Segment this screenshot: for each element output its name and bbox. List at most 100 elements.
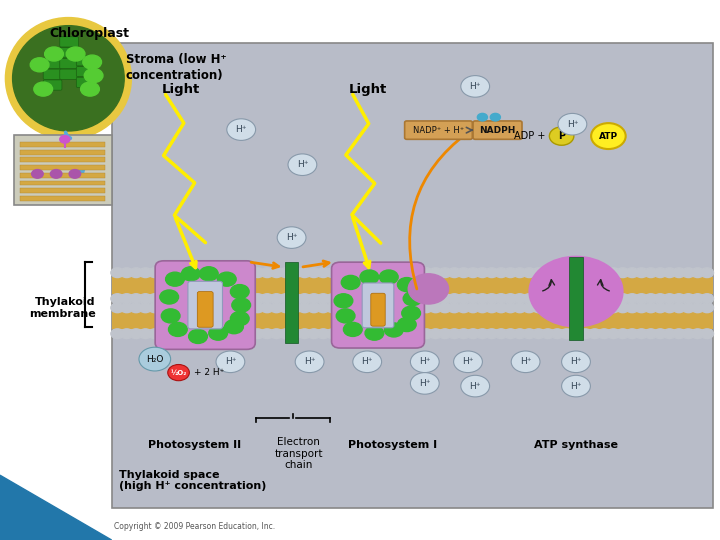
Circle shape	[81, 82, 99, 96]
Circle shape	[161, 309, 180, 323]
Circle shape	[186, 268, 199, 278]
Circle shape	[663, 329, 676, 339]
Circle shape	[111, 268, 124, 278]
Circle shape	[261, 303, 274, 313]
Circle shape	[682, 303, 695, 313]
Circle shape	[158, 268, 171, 278]
FancyBboxPatch shape	[76, 66, 95, 77]
Circle shape	[148, 294, 161, 303]
Circle shape	[289, 294, 302, 303]
Circle shape	[148, 268, 161, 278]
Circle shape	[476, 329, 489, 339]
Bar	[20, 142, 105, 147]
Circle shape	[672, 303, 685, 313]
FancyBboxPatch shape	[76, 56, 95, 66]
Circle shape	[588, 294, 601, 303]
Circle shape	[242, 329, 255, 339]
Circle shape	[251, 329, 264, 339]
Circle shape	[120, 329, 133, 339]
Circle shape	[560, 268, 573, 278]
Circle shape	[467, 268, 480, 278]
FancyBboxPatch shape	[43, 80, 62, 90]
Circle shape	[139, 294, 152, 303]
Circle shape	[504, 294, 517, 303]
Circle shape	[523, 303, 536, 313]
Bar	[20, 180, 105, 185]
Circle shape	[34, 82, 53, 96]
Circle shape	[397, 318, 416, 332]
Circle shape	[158, 303, 171, 313]
Text: Light: Light	[349, 83, 387, 96]
Circle shape	[485, 329, 498, 339]
Circle shape	[195, 294, 208, 303]
Circle shape	[336, 303, 348, 313]
Circle shape	[691, 268, 704, 278]
Circle shape	[616, 268, 629, 278]
Circle shape	[635, 303, 648, 313]
Circle shape	[626, 329, 639, 339]
Circle shape	[598, 303, 611, 313]
Circle shape	[230, 312, 249, 326]
Circle shape	[598, 329, 611, 339]
Circle shape	[334, 294, 353, 308]
Circle shape	[204, 294, 217, 303]
Circle shape	[598, 294, 611, 303]
Circle shape	[504, 329, 517, 339]
Circle shape	[345, 268, 358, 278]
Circle shape	[261, 268, 274, 278]
Circle shape	[360, 270, 379, 284]
Circle shape	[45, 47, 63, 61]
FancyBboxPatch shape	[331, 262, 425, 348]
Circle shape	[176, 294, 189, 303]
Circle shape	[616, 329, 629, 339]
Circle shape	[401, 294, 414, 303]
Circle shape	[457, 268, 470, 278]
Circle shape	[298, 268, 311, 278]
Circle shape	[317, 329, 330, 339]
Circle shape	[541, 329, 554, 339]
Circle shape	[384, 323, 403, 337]
Text: H⁺: H⁺	[304, 357, 315, 366]
Circle shape	[364, 303, 377, 313]
Circle shape	[672, 268, 685, 278]
Circle shape	[251, 294, 264, 303]
Circle shape	[691, 303, 704, 313]
Circle shape	[223, 303, 236, 313]
Circle shape	[467, 329, 480, 339]
Circle shape	[233, 294, 246, 303]
Circle shape	[84, 69, 103, 83]
Text: H⁺: H⁺	[567, 120, 578, 129]
Circle shape	[476, 294, 489, 303]
Text: ATP: ATP	[599, 132, 618, 140]
Text: ADP +: ADP +	[513, 131, 545, 141]
Circle shape	[490, 113, 500, 121]
Circle shape	[401, 268, 414, 278]
Text: Thylakoid
membrane: Thylakoid membrane	[29, 297, 96, 319]
Circle shape	[176, 329, 189, 339]
Circle shape	[607, 329, 620, 339]
Circle shape	[495, 303, 508, 313]
Circle shape	[429, 268, 442, 278]
FancyBboxPatch shape	[43, 69, 62, 79]
Circle shape	[701, 268, 714, 278]
Circle shape	[523, 329, 536, 339]
Circle shape	[644, 303, 657, 313]
Circle shape	[588, 268, 601, 278]
Circle shape	[233, 268, 246, 278]
Circle shape	[289, 329, 302, 339]
Circle shape	[233, 303, 246, 313]
Circle shape	[288, 154, 317, 176]
Circle shape	[279, 329, 292, 339]
Circle shape	[579, 294, 592, 303]
Circle shape	[420, 268, 433, 278]
Circle shape	[495, 329, 508, 339]
Circle shape	[317, 303, 330, 313]
Circle shape	[401, 329, 414, 339]
Bar	[20, 173, 105, 178]
Circle shape	[541, 268, 554, 278]
Circle shape	[588, 329, 601, 339]
Circle shape	[402, 306, 420, 320]
Circle shape	[216, 351, 245, 373]
Circle shape	[158, 329, 171, 339]
Circle shape	[560, 294, 573, 303]
